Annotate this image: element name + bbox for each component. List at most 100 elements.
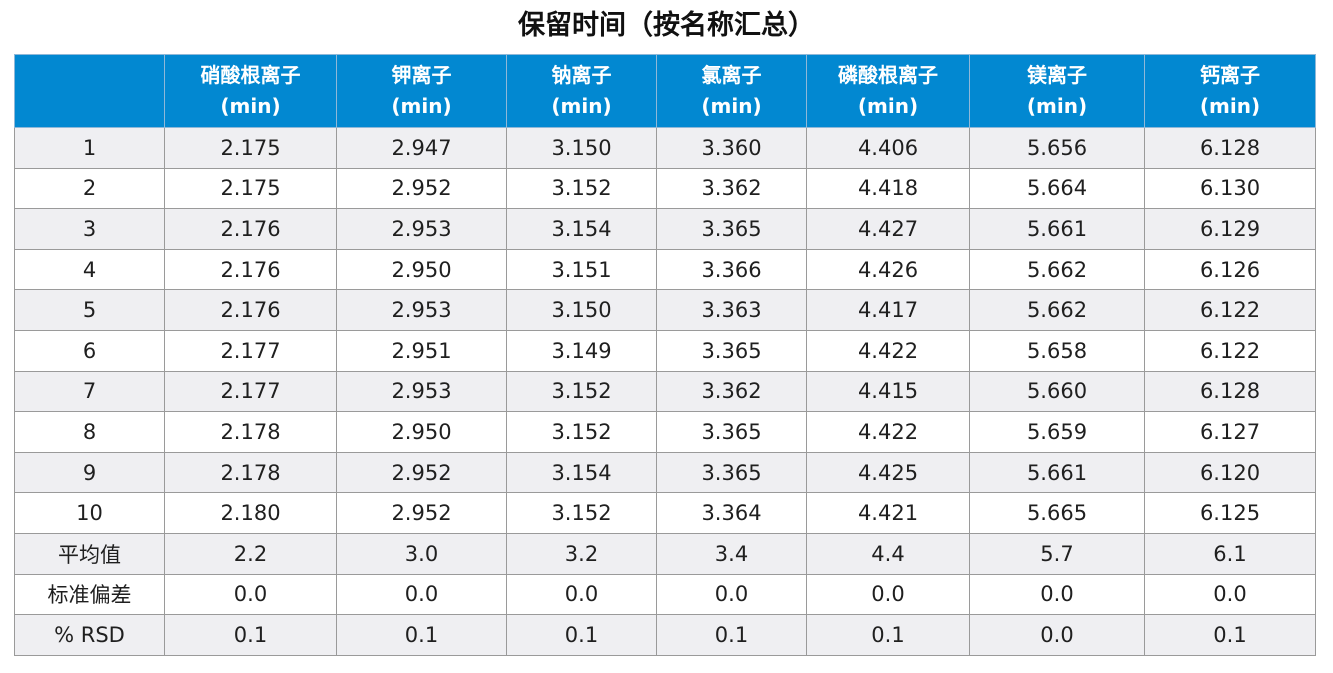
column-header-name: 镁离子 (1027, 63, 1087, 87)
table-cell: 2.950 (336, 411, 507, 453)
table-cell: 5.658 (969, 329, 1145, 372)
table-cell: 2.177 (164, 329, 337, 372)
header-row: 硝酸根离子 (min) 钾离子 (min) 钠离子 (min) 氯离子 (min… (14, 54, 1316, 128)
table-cell: 5.659 (969, 411, 1145, 453)
table-cell: 3.362 (656, 370, 807, 413)
table-row: 5 2.176 2.953 3.150 3.363 4.417 5.662 6.122 (14, 289, 1316, 331)
table-cell: 2.950 (336, 248, 507, 291)
table-row: 2 2.175 2.952 3.152 3.362 4.418 5.664 6.130 (14, 167, 1316, 210)
table-cell: 6.127 (1144, 411, 1316, 453)
table-cell: 2.180 (164, 492, 337, 534)
table-cell: 2.176 (164, 208, 337, 250)
table-cell: 2.953 (336, 370, 507, 413)
table-cell: 2.947 (336, 127, 507, 169)
table-row: 标准偏差 0.0 0.0 0.0 0.0 0.0 0.0 0.0 (14, 573, 1316, 616)
column-header-phosphate: 磷酸根离子 (min) (806, 54, 970, 128)
table-cell: 3.362 (656, 167, 807, 210)
table-cell: 3.152 (506, 167, 657, 210)
table-row: 6 2.177 2.951 3.149 3.365 4.422 5.658 6.122 (14, 329, 1316, 372)
row-label: 6 (14, 329, 165, 372)
table-cell: 2.952 (336, 167, 507, 210)
row-label: 标准偏差 (14, 573, 165, 616)
table-cell: 3.152 (506, 411, 657, 453)
table-cell: 2.176 (164, 248, 337, 291)
table-cell: 2.952 (336, 492, 507, 534)
table-row: 7 2.177 2.953 3.152 3.362 4.415 5.660 6.128 (14, 370, 1316, 413)
table-cell: 6.128 (1144, 370, 1316, 413)
row-label: 4 (14, 248, 165, 291)
table-cell: 0.0 (969, 614, 1145, 656)
table-cell: 0.0 (656, 573, 807, 616)
table-cell: 0.0 (1144, 573, 1316, 616)
column-header-calcium: 钙离子 (min) (1144, 54, 1316, 128)
table-cell: 4.418 (806, 167, 970, 210)
table-cell: 0.1 (806, 614, 970, 656)
table-cell: 5.661 (969, 208, 1145, 250)
column-header-unit: (min) (551, 94, 612, 118)
table-row: 4 2.176 2.950 3.151 3.366 4.426 5.662 6.126 (14, 248, 1316, 291)
corner-header-cell (14, 54, 165, 128)
table-cell: 6.122 (1144, 289, 1316, 331)
table-cell: 3.149 (506, 329, 657, 372)
table-cell: 2.953 (336, 208, 507, 250)
table-cell: 2.176 (164, 289, 337, 331)
table-cell: 2.175 (164, 167, 337, 210)
table-cell: 3.364 (656, 492, 807, 534)
table-cell: 6.125 (1144, 492, 1316, 534)
row-label: 3 (14, 208, 165, 250)
table-cell: 6.1 (1144, 532, 1316, 575)
table-row: 8 2.178 2.950 3.152 3.365 4.422 5.659 6.127 (14, 411, 1316, 453)
column-header-nitrate: 硝酸根离子 (min) (164, 54, 337, 128)
column-header-name: 磷酸根离子 (838, 63, 938, 87)
table-cell: 4.426 (806, 248, 970, 291)
table-cell: 4.4 (806, 532, 970, 575)
column-header-unit: (min) (391, 94, 452, 118)
table-cell: 3.4 (656, 532, 807, 575)
row-label: % RSD (14, 614, 165, 656)
table-cell: 5.660 (969, 370, 1145, 413)
table-row: 1 2.175 2.947 3.150 3.360 4.406 5.656 6.128 (14, 127, 1316, 169)
table-cell: 0.0 (164, 573, 337, 616)
table-cell: 5.661 (969, 451, 1145, 494)
table-cell: 4.417 (806, 289, 970, 331)
retention-time-table: 硝酸根离子 (min) 钾离子 (min) 钠离子 (min) 氯离子 (min… (14, 54, 1316, 656)
table-cell: 3.365 (656, 451, 807, 494)
table-cell: 0.0 (806, 573, 970, 616)
table-cell: 5.656 (969, 127, 1145, 169)
table-cell: 0.1 (506, 614, 657, 656)
table-cell: 6.130 (1144, 167, 1316, 210)
table-cell: 3.150 (506, 289, 657, 331)
table-row: 10 2.180 2.952 3.152 3.364 4.421 5.665 6.125 (14, 492, 1316, 534)
table-cell: 3.151 (506, 248, 657, 291)
table-cell: 2.178 (164, 451, 337, 494)
column-header-unit: (min) (857, 94, 919, 118)
table-cell: 3.154 (506, 451, 657, 494)
table-cell: 5.662 (969, 248, 1145, 291)
row-label: 7 (14, 370, 165, 413)
table-cell: 0.1 (336, 614, 507, 656)
table-cell: 2.177 (164, 370, 337, 413)
table-cell: 3.366 (656, 248, 807, 291)
column-header-name: 钾离子 (391, 63, 452, 87)
table-cell: 6.120 (1144, 451, 1316, 494)
table-cell: 6.129 (1144, 208, 1316, 250)
column-header-unit: (min) (701, 94, 762, 118)
table-row: 3 2.176 2.953 3.154 3.365 4.427 5.661 6.129 (14, 208, 1316, 250)
column-header-unit: (min) (1199, 94, 1261, 118)
table-row: 9 2.178 2.952 3.154 3.365 4.425 5.661 6.120 (14, 451, 1316, 494)
table-cell: 2.175 (164, 127, 337, 169)
table-cell: 3.365 (656, 411, 807, 453)
table-cell: 3.365 (656, 329, 807, 372)
table-cell: 3.365 (656, 208, 807, 250)
table-cell: 3.0 (336, 532, 507, 575)
table-cell: 5.7 (969, 532, 1145, 575)
table-cell: 3.150 (506, 127, 657, 169)
table-cell: 4.406 (806, 127, 970, 169)
table-cell: 3.363 (656, 289, 807, 331)
column-header-name: 钙离子 (1200, 63, 1260, 87)
table-cell: 2.2 (164, 532, 337, 575)
column-header-magnesium: 镁离子 (min) (969, 54, 1145, 128)
table-cell: 0.1 (656, 614, 807, 656)
table-cell: 3.152 (506, 492, 657, 534)
row-label: 1 (14, 127, 165, 169)
